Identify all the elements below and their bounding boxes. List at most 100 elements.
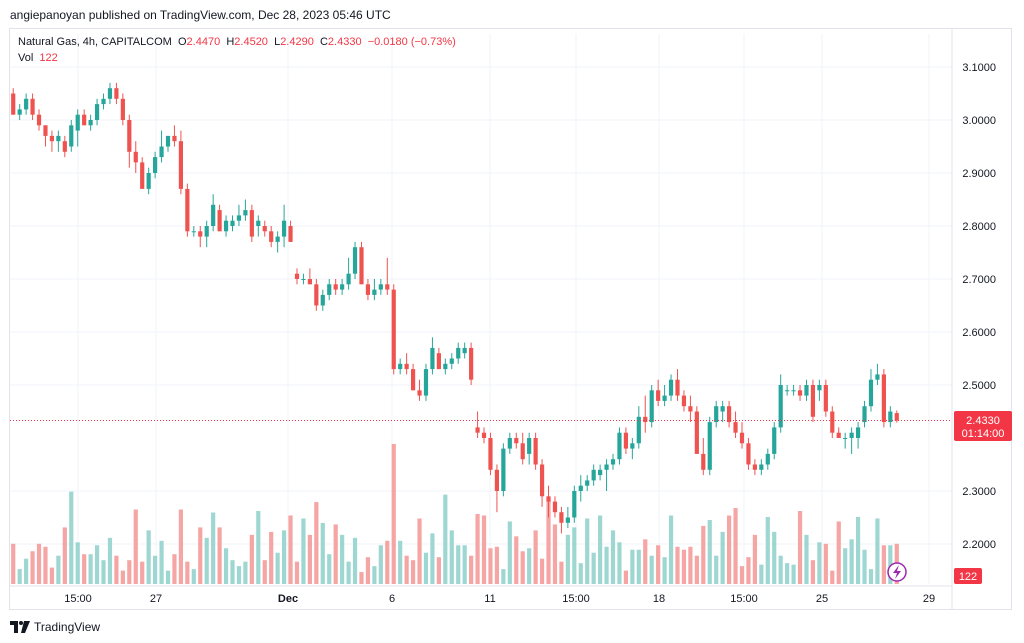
price-axis[interactable]: 3.1000 3.0000 2.9000 2.8000 2.7000 2.6000 2.50…: [951, 28, 996, 610]
volume-bar: [378, 545, 383, 584]
price-tick-label: 2.2000: [962, 539, 996, 551]
volume-bar: [11, 543, 16, 584]
candle-body: [443, 363, 448, 370]
time-tick-label: 11: [484, 593, 495, 605]
legend-ohlc-row: Natural Gas, 4h, CAPITALCOM O2.4470 H2.4…: [18, 34, 456, 50]
footer: TradingView: [10, 618, 100, 636]
candle-body: [881, 374, 886, 423]
time-tick-label: 29: [923, 593, 935, 605]
volume-bar: [127, 560, 132, 584]
volume-bar: [636, 549, 641, 584]
volume-bar: [746, 557, 751, 584]
candle-body: [301, 279, 306, 280]
candle-body: [888, 411, 893, 423]
candle-body: [617, 432, 622, 460]
candle-body: [714, 406, 719, 423]
candle-body: [765, 453, 770, 465]
candle-body: [656, 390, 661, 401]
candle-body: [778, 385, 783, 428]
volume-bar: [417, 518, 422, 584]
candle-body: [668, 379, 674, 396]
time-tick-label: 25: [816, 593, 828, 605]
time-tick-label: 15:00: [730, 593, 758, 605]
legend-high-label: H: [226, 36, 235, 48]
volume-bar: [269, 531, 274, 584]
legend-close-label: C: [319, 36, 328, 48]
volume-bar: [107, 537, 113, 584]
volume-bar: [539, 558, 545, 584]
volume-bar: [733, 508, 738, 584]
volume-bar: [810, 560, 816, 584]
volume-bar: [82, 554, 87, 584]
volume-bar: [198, 527, 203, 584]
volume-bar: [752, 534, 757, 584]
volume-bar: [630, 549, 635, 584]
volume-bar: [843, 548, 848, 584]
candle-body: [204, 226, 209, 237]
chart-frame[interactable]: [9, 28, 1012, 610]
volume-bar: [830, 570, 835, 584]
candle-body: [256, 220, 261, 226]
legend-low-value: 2.4290: [280, 36, 314, 48]
candle-body: [565, 517, 570, 523]
volume-bar: [675, 546, 680, 584]
footer-brand[interactable]: TradingView: [34, 620, 101, 634]
candle-body: [707, 422, 712, 470]
volume-bar: [681, 549, 687, 584]
candle-body: [862, 406, 867, 423]
tradingview-logo-icon[interactable]: [10, 621, 30, 633]
candle-body: [520, 443, 525, 460]
volume-bar: [714, 555, 719, 584]
legend-close-value: 2.4330: [327, 36, 362, 48]
candle-body: [552, 501, 558, 513]
candle-body: [75, 114, 80, 131]
volume-bar: [552, 524, 558, 584]
volume-bar: [797, 511, 803, 584]
candle-body: [314, 284, 319, 306]
volume-bar: [559, 561, 564, 584]
candle-body: [198, 231, 203, 237]
chart-legend: Natural Gas, 4h, CAPITALCOM O2.4470 H2.4…: [18, 34, 456, 66]
candle-body: [720, 406, 725, 412]
candle-body: [475, 427, 480, 433]
volume-bar: [69, 491, 74, 584]
volume-bar: [159, 540, 164, 584]
volume-bar: [49, 567, 55, 584]
candle-body: [327, 284, 332, 295]
legend-symbol[interactable]: Natural Gas, 4h, CAPITALCOM: [18, 36, 172, 48]
volume-bar: [617, 542, 622, 584]
candle-body: [836, 432, 841, 438]
current-price-badge: 2.4330 01:14:00: [954, 411, 1012, 441]
volume-bar: [262, 560, 267, 584]
volume-bar: [230, 560, 235, 584]
volume-bar: [333, 524, 338, 584]
legend-volume-label[interactable]: Vol: [18, 52, 34, 64]
candle-body: [772, 427, 777, 454]
candle-body: [494, 469, 500, 491]
volume-bar: [146, 530, 151, 584]
volume-bar: [804, 534, 809, 584]
price-tick-label: 3.0000: [962, 115, 996, 127]
volume-badge: 122: [954, 568, 982, 584]
lightning-icon[interactable]: [887, 562, 907, 582]
candle-body: [391, 289, 396, 370]
candle-body: [165, 135, 171, 147]
candle-body: [578, 485, 583, 491]
volume-bar: [88, 554, 93, 584]
volume-bar: [385, 540, 390, 584]
volume-bar: [817, 542, 822, 584]
time-axis[interactable]: 15:00 27 Dec 6 11 15:00 18 15:00 25 29: [9, 585, 952, 605]
candle-body: [559, 512, 564, 523]
candle-body: [178, 141, 184, 189]
candle-body: [733, 422, 738, 433]
volume-bar: [301, 518, 306, 584]
candle-body: [281, 220, 287, 237]
candle-body: [346, 273, 351, 285]
volume-bar: [546, 499, 551, 584]
candle-body: [830, 411, 835, 433]
candle-body: [572, 491, 577, 518]
volume-bar: [726, 515, 732, 584]
volume-bar: [849, 539, 854, 584]
volume-bar: [527, 548, 532, 584]
